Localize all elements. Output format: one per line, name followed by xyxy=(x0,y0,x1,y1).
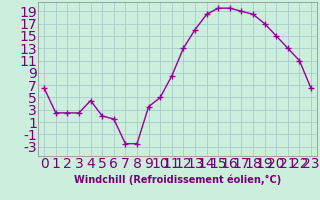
X-axis label: Windchill (Refroidissement éolien,°C): Windchill (Refroidissement éolien,°C) xyxy=(74,174,281,185)
